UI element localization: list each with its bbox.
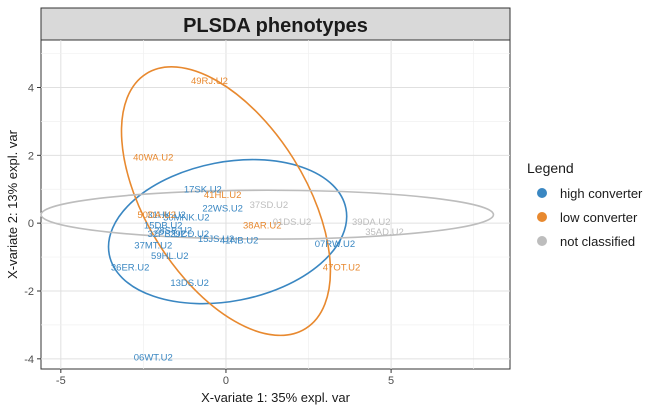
point-label: 22WS.U2: [202, 203, 243, 214]
confidence-ellipse-not-classified: [40, 189, 495, 240]
legend-label: high converter: [560, 186, 643, 201]
y-tick-label: 2: [28, 150, 34, 162]
point-label: 41HL.U2: [204, 190, 242, 201]
y-tick-label: -2: [24, 286, 34, 298]
legend-key-not-classified: [537, 236, 547, 246]
point-label: 37SD.U2: [250, 200, 289, 211]
title-strip: [40, 7, 511, 41]
point-label: 49RJ.U2: [191, 76, 228, 87]
point-label: 35AD.U2: [365, 227, 404, 238]
series-high-converter: 17SK.U2 22WS.U2 31HK.U230MNK.U215DB.U228SB…: [111, 185, 355, 364]
y-axis-title: X-variate 2: 13% expl. var: [5, 129, 20, 279]
point-label: 40WA.U2: [133, 153, 173, 164]
point-label: 15JS.U2: [198, 234, 234, 245]
x-tick-label: 0: [223, 375, 229, 387]
point-label: 38AR.U2: [243, 220, 282, 231]
point-label: 06WT.U2: [134, 353, 173, 364]
grid-lines: [41, 40, 510, 369]
y-tick-label: -4: [24, 354, 34, 366]
y-tick-label: 0: [28, 218, 34, 230]
x-tick-label: 5: [388, 375, 394, 387]
point-label: 29CD.U2: [170, 229, 209, 240]
plot-panel: [40, 39, 511, 370]
point-label: 50DA.U2: [137, 210, 176, 221]
y-tick-label: 4: [28, 82, 34, 94]
point-label: 47OT.U2: [323, 263, 361, 274]
x-axis-title: X-variate 1: 35% expl. var: [201, 390, 351, 405]
point-label: 37MT.U2: [134, 241, 172, 252]
confidence-ellipse-low-converter: [120, 66, 332, 337]
point-label: 07RW.U2: [315, 239, 355, 250]
legend: Legend high converter low converter not cla…: [527, 160, 643, 249]
chart-title: PLSDA phenotypes: [183, 15, 368, 37]
legend-title: Legend: [527, 160, 574, 176]
point-label: 32PB.U2: [147, 229, 185, 240]
point-label: 59HL.U2: [151, 251, 189, 262]
point-label: 15DB.U2: [144, 220, 183, 231]
point-label: 31HK.U2: [147, 210, 186, 221]
point-label: 28SB.U2: [154, 225, 192, 236]
legend-key-low-converter: [537, 212, 547, 222]
confidence-ellipse-high-converter: [107, 158, 348, 305]
series-low-converter: 49RJ.U2 40WA.U2 41HL.U2 50DA.U2 38AR.U2 47OT.…: [133, 76, 360, 274]
point-label: 13DS.U2: [170, 278, 209, 289]
legend-key-high-converter: [537, 188, 547, 198]
point-label: 39DA.U2: [352, 217, 391, 228]
point-label: 36ER.U2: [111, 263, 150, 274]
point-label: 30MNK.U2: [163, 213, 209, 224]
point-label: 17SK.U2: [184, 185, 222, 196]
x-tick-label: -5: [56, 375, 66, 387]
point-label: 01DS.U2: [273, 217, 312, 228]
legend-label: not classified: [560, 234, 635, 249]
point-label: 41NB.U2: [220, 236, 259, 247]
legend-label: low converter: [560, 210, 638, 225]
